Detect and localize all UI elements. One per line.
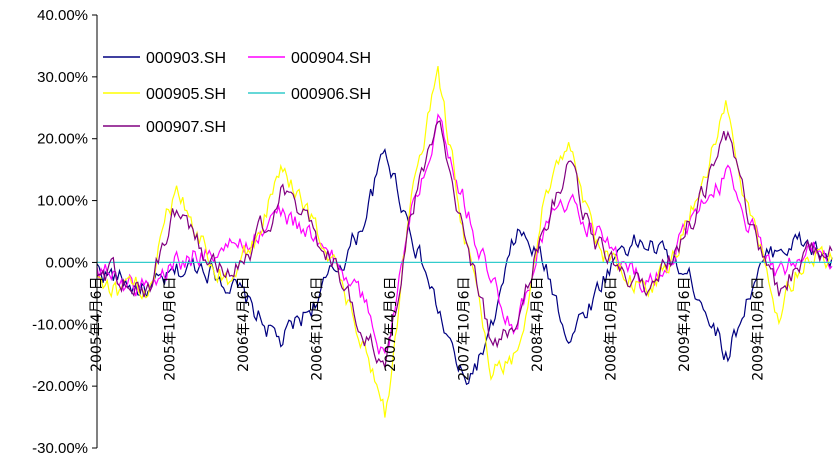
x-tick-label: 2008年10月6日 <box>604 276 620 380</box>
x-tick-label: 2006年10月6日 <box>310 276 326 380</box>
series-line-000905-sh <box>96 65 833 418</box>
y-tick-label: 20.00% <box>37 131 88 148</box>
y-tick-label: -20.00% <box>32 378 88 395</box>
legend-label: 000904.SH <box>291 50 371 67</box>
plot-area <box>96 65 833 418</box>
series-line-000904-sh <box>96 113 833 355</box>
y-axis: -30.00% -20.00% -10.00% 0.00% 10.00% 20.00% 30… <box>32 7 98 457</box>
y-tick-label: -10.00% <box>32 316 88 333</box>
x-tick-label: 2007年10月6日 <box>457 276 473 380</box>
legend-label: 000905.SH <box>146 86 226 103</box>
x-tick-label: 2006年4月6日 <box>236 276 252 371</box>
y-tick-label: 30.00% <box>37 69 88 86</box>
y-tick-label: 0.00% <box>45 254 88 271</box>
x-tick-label: 2009年10月6日 <box>751 276 767 380</box>
legend: 000903.SH 000904.SH 000905.SH 000906.SH 0009… <box>103 50 371 136</box>
y-tick-label: -30.00% <box>32 440 88 457</box>
x-tick-label: 2005年4月6日 <box>89 276 105 371</box>
x-tick-label: 2008年4月6日 <box>530 276 546 371</box>
x-tick-label: 2007年4月6日 <box>383 276 399 371</box>
x-tick-label: 2009年4月6日 <box>677 276 693 371</box>
legend-label: 000903.SH <box>146 50 226 67</box>
series-line-000907-sh <box>96 120 833 368</box>
series-line-000903-sh <box>96 148 833 386</box>
legend-label: 000906.SH <box>291 86 371 103</box>
y-tick-label: 10.00% <box>37 193 88 210</box>
x-axis: 2005年4月6日 2005年10月6日 2006年4月6日 2006年10月6日 20… <box>89 276 767 380</box>
x-tick-label: 2005年10月6日 <box>163 276 179 380</box>
y-tick-label: 40.00% <box>37 7 88 24</box>
legend-label: 000907.SH <box>146 119 226 136</box>
